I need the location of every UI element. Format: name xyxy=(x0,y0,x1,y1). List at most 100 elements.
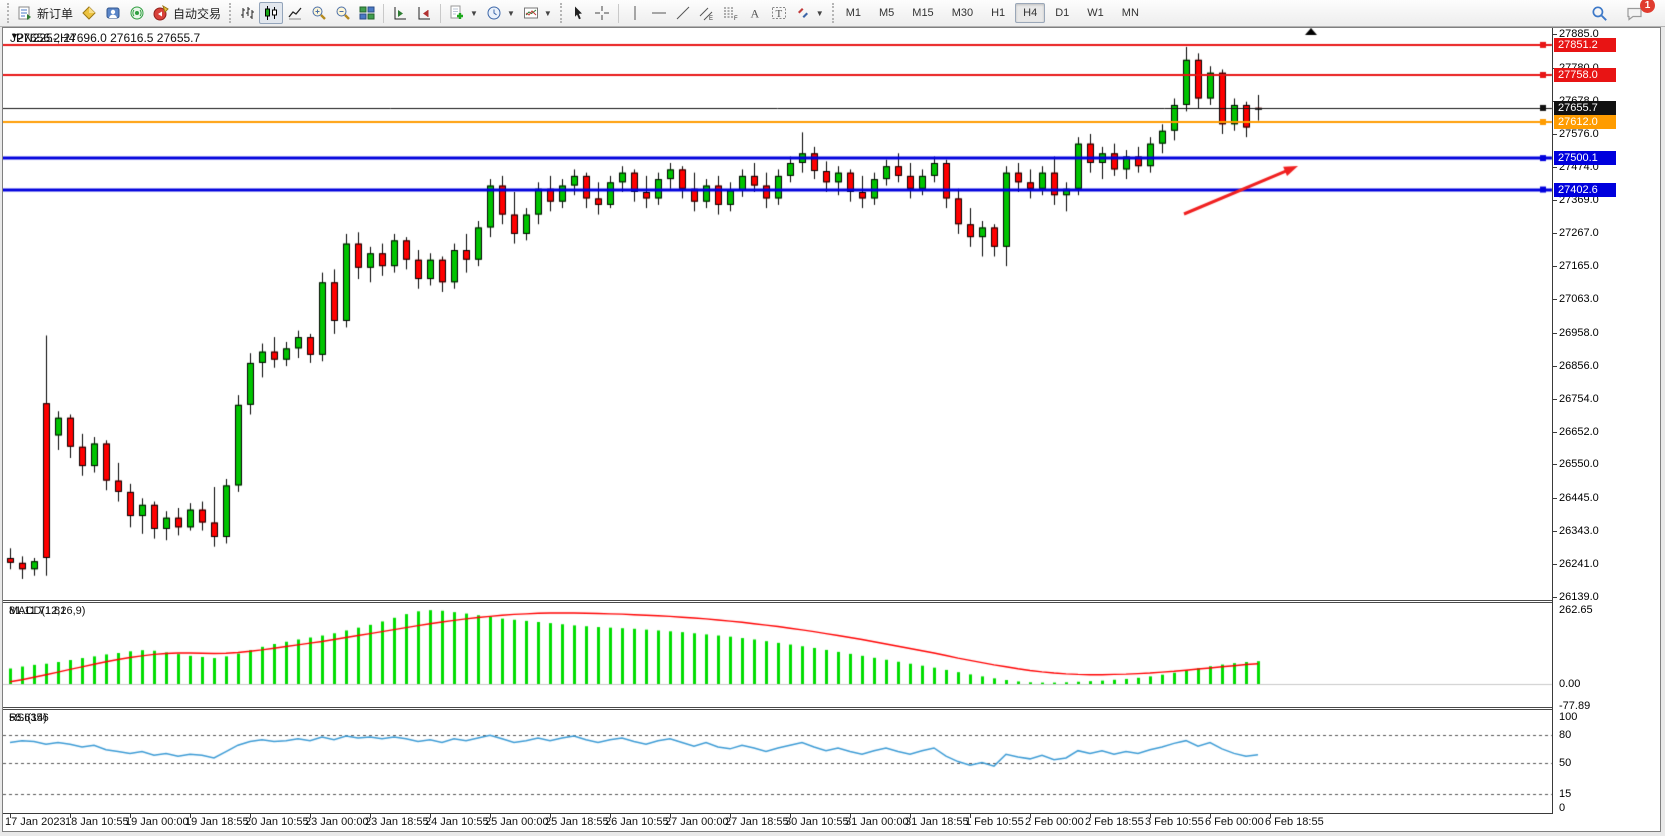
toolbar-gripper[interactable] xyxy=(229,3,232,23)
market-icon xyxy=(82,6,96,20)
time-tick-mark xyxy=(490,813,491,818)
time-axis-label: 23 Jan 18:55 xyxy=(365,816,429,828)
bar-chart-button[interactable] xyxy=(235,2,259,24)
crosshair-icon xyxy=(594,6,609,20)
price-tick-label: 27267.0 xyxy=(1559,227,1599,240)
time-tick-mark xyxy=(370,813,371,818)
timeframe-w1-button[interactable]: W1 xyxy=(1079,3,1112,23)
arrows-button[interactable]: ▼ xyxy=(791,2,828,24)
price-tick-label: 26241.0 xyxy=(1559,558,1599,571)
search-icon xyxy=(1592,5,1607,21)
price-level-tag: 27655.7 xyxy=(1554,100,1616,115)
candlestick-chart-button[interactable] xyxy=(259,2,284,24)
price-tick-label: 26856.0 xyxy=(1559,359,1599,372)
timeframe-h4-button[interactable]: H4 xyxy=(1015,3,1046,23)
time-tick-mark xyxy=(970,813,971,818)
zoom-out-icon xyxy=(336,6,350,20)
zoom-in-button[interactable] xyxy=(307,2,331,24)
timeframe-mn-button[interactable]: MN xyxy=(1114,3,1147,23)
autotrading-button[interactable]: 自动交易 xyxy=(149,2,225,24)
chart-window: ▼ JPN225-,H4 27656.2 27696.0 27616.5 2765… xyxy=(2,27,1661,832)
time-axis-label: 20 Jan 10:55 xyxy=(245,816,309,828)
macd-canvas[interactable] xyxy=(3,603,1555,707)
arrows-icon xyxy=(797,8,808,18)
time-axis-label: 27 Jan 18:55 xyxy=(725,816,789,828)
text-icon: A xyxy=(750,7,759,21)
macd-pane-separator[interactable] xyxy=(3,600,1553,603)
signals-button[interactable] xyxy=(125,2,149,24)
timeframe-h1-button[interactable]: H1 xyxy=(983,3,1013,23)
timeframe-m15-button[interactable]: M15 xyxy=(904,3,941,23)
text-button[interactable]: A xyxy=(743,2,767,24)
time-tick-mark xyxy=(910,813,911,818)
timeframe-d1-button[interactable]: D1 xyxy=(1047,3,1077,23)
chart-ohlc-values: 27656.2 27696.0 27616.5 27655.7 xyxy=(16,31,201,45)
time-tick-mark xyxy=(1090,813,1091,818)
channel-icon: E xyxy=(699,7,713,21)
notifications-button[interactable]: 1 xyxy=(1622,0,1655,24)
template-button[interactable]: ▼ xyxy=(519,2,556,24)
text-label-icon: T xyxy=(771,7,786,20)
price-chart-canvas[interactable] xyxy=(3,28,1555,600)
rsi-tick-label: 100 xyxy=(1559,711,1578,723)
price-tick-label: 26652.0 xyxy=(1559,425,1599,438)
timeframe-m1-button[interactable]: M1 xyxy=(838,3,869,23)
vertical-line-icon xyxy=(634,6,636,20)
trendline-button[interactable] xyxy=(671,2,695,24)
time-tick-mark xyxy=(730,813,731,818)
chevron-down-icon[interactable]: ▼ xyxy=(543,8,552,18)
chart-symbol-period: JPN225-,H4 xyxy=(10,31,76,45)
chevron-down-icon[interactable]: ▼ xyxy=(506,8,515,18)
price-tick-mark xyxy=(1552,332,1557,334)
price-tick-mark xyxy=(1552,266,1557,268)
price-tick-label: 26343.0 xyxy=(1559,525,1599,538)
toolbar-gripper[interactable] xyxy=(7,3,9,23)
toolbar-gripper[interactable] xyxy=(559,3,562,23)
chevron-down-icon[interactable]: ▼ xyxy=(470,8,478,18)
fibonacci-button[interactable]: F xyxy=(719,2,743,24)
periods-button[interactable]: ▼ xyxy=(482,2,519,24)
price-tick-mark xyxy=(1552,531,1557,533)
horizontal-line-button[interactable] xyxy=(647,2,671,24)
time-axis-label: 25 Jan 00:00 xyxy=(485,816,549,828)
chevron-down-icon[interactable]: ▼ xyxy=(815,8,824,18)
chart-shift-button[interactable] xyxy=(388,2,412,24)
crosshair-button[interactable] xyxy=(590,2,614,24)
horizontal-line-icon xyxy=(651,12,666,14)
add-indicator-button[interactable]: ▼ xyxy=(445,2,482,24)
time-axis-label: 24 Jan 10:55 xyxy=(425,816,489,828)
tile-windows-button[interactable] xyxy=(355,2,379,24)
price-tick-label: 27576.0 xyxy=(1559,127,1599,140)
time-axis-label: 3 Feb 10:55 xyxy=(1145,816,1204,828)
channel-button[interactable]: E xyxy=(695,2,719,24)
text-label-button[interactable]: T xyxy=(767,2,791,24)
price-tick-label: 26139.0 xyxy=(1559,591,1599,603)
time-tick-mark xyxy=(670,813,671,818)
bar-chart-icon xyxy=(241,7,255,19)
zoom-out-button[interactable] xyxy=(331,2,355,24)
time-axis-label: 18 Jan 10:55 xyxy=(65,816,129,828)
rsi-pane-separator[interactable] xyxy=(3,707,1553,710)
search-button[interactable] xyxy=(1587,2,1612,24)
time-axis-label: 25 Jan 18:55 xyxy=(545,816,609,828)
time-tick-mark xyxy=(10,813,11,818)
fibonacci-icon: F xyxy=(723,7,738,21)
toolbar-gripper[interactable] xyxy=(831,3,834,23)
timeframe-m5-button[interactable]: M5 xyxy=(871,3,902,23)
new-order-button[interactable]: 新订单 xyxy=(13,2,77,24)
market-button[interactable] xyxy=(77,2,101,24)
timeframe-m30-button[interactable]: M30 xyxy=(944,3,981,23)
chart-dropdown-icon[interactable]: ▼ xyxy=(10,31,19,41)
price-axis-line[interactable] xyxy=(1552,28,1553,814)
price-tick-label: 26550.0 xyxy=(1559,458,1599,471)
time-axis-label: 30 Jan 10:55 xyxy=(785,816,849,828)
line-chart-button[interactable] xyxy=(283,2,307,24)
community-button[interactable] xyxy=(101,2,125,24)
time-tick-mark xyxy=(190,813,191,818)
cursor-button[interactable] xyxy=(566,2,590,24)
auto-scroll-button[interactable] xyxy=(412,2,436,24)
vertical-line-button[interactable] xyxy=(623,2,647,24)
template-icon xyxy=(523,7,538,19)
price-tick-label: 26958.0 xyxy=(1559,326,1599,339)
rsi-canvas[interactable] xyxy=(3,710,1555,813)
